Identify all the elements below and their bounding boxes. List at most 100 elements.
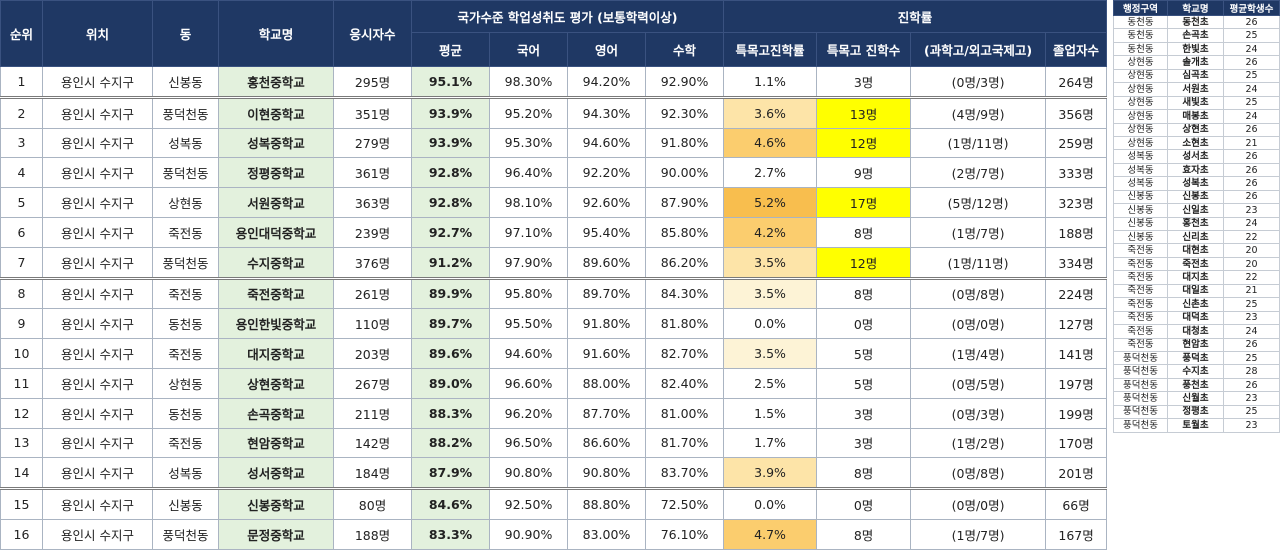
cell-special-count: 12명: [816, 246, 912, 279]
cell-rank: 16: [0, 518, 43, 550]
cell-average: 89.7%: [411, 308, 490, 340]
header-dong: 동: [152, 0, 219, 67]
list-item: 상현동 심곡초 25: [1113, 68, 1280, 84]
cell-graduates: 170명: [1045, 427, 1108, 459]
cell-special-count: 3명: [816, 397, 912, 429]
cell-special-rate: 4.7%: [723, 518, 818, 550]
cell-rank: 7: [0, 246, 43, 279]
side-cell-district: 풍덕천동: [1113, 418, 1168, 433]
cell-rank: 9: [0, 308, 43, 340]
side-cell-school: 새빛초: [1167, 95, 1224, 111]
cell-school: 이현중학교: [218, 95, 334, 129]
cell-korean: 96.20%: [489, 397, 568, 429]
list-item: 풍덕천동 풍천초 26: [1113, 377, 1280, 393]
cell-location: 용인시 수지구: [42, 457, 153, 490]
table-row: 2 용인시 수지구 풍덕천동 이현중학교 351명 93.9% 95.20% 94.30% 92…: [0, 95, 1108, 129]
cell-science-foreign: (1명/11명): [910, 246, 1047, 279]
cell-science-foreign: (2명/7명): [910, 157, 1047, 189]
cell-korean: 98.10%: [489, 187, 568, 218]
cell-english: 88.80%: [567, 487, 646, 520]
side-cell-district: 상현동: [1113, 55, 1168, 70]
table-row: 3 용인시 수지구 성복동 성복중학교 279명 93.9% 95.30% 94.60% 91.…: [0, 127, 1108, 159]
cell-examinees: 351명: [333, 95, 412, 129]
cell-science-foreign: (1명/7명): [910, 216, 1047, 248]
cell-graduates: 167명: [1045, 518, 1108, 550]
cell-english: 95.40%: [567, 216, 646, 248]
cell-dong: 동천동: [152, 308, 219, 340]
cell-school: 홍천중학교: [218, 66, 334, 98]
side-cell-school: 신월초: [1167, 391, 1224, 406]
cell-dong: 상현동: [152, 367, 219, 399]
side-cell-school: 대청초: [1167, 324, 1224, 339]
side-cell-district: 죽전동: [1113, 310, 1168, 326]
table-row: 6 용인시 수지구 죽전동 용인대덕중학교 239명 92.7% 97.10% 95.40% 8…: [0, 216, 1108, 248]
cell-special-rate: 4.2%: [723, 216, 818, 248]
side-cell-district: 풍덕천동: [1113, 404, 1168, 420]
cell-average: 93.9%: [411, 95, 490, 129]
cell-dong: 동천동: [152, 397, 219, 429]
cell-korean: 95.50%: [489, 308, 568, 340]
side-cell-school: 한빛초: [1167, 41, 1224, 57]
cell-dong: 죽전동: [152, 276, 219, 310]
cell-dong: 풍덕천동: [152, 518, 219, 550]
cell-dong: 죽전동: [152, 216, 219, 248]
side-cell-avg: 26: [1223, 162, 1280, 178]
header-special-count: 특목고 진학수: [816, 32, 912, 67]
list-item: 죽전동 대지초 22: [1113, 270, 1280, 285]
cell-special-count: 8명: [816, 457, 912, 490]
side-cell-avg: 24: [1223, 109, 1280, 124]
side-cell-school: 풍천초: [1167, 377, 1224, 393]
list-item: 신봉동 신리초 22: [1113, 229, 1280, 245]
table-row: 13 용인시 수지구 죽전동 현암중학교 142명 88.2% 96.50% 86.60% 81…: [0, 427, 1108, 459]
cell-dong: 풍덕천동: [152, 157, 219, 189]
side-cell-avg: 21: [1223, 283, 1280, 299]
cell-school: 성서중학교: [218, 457, 334, 490]
cell-science-foreign: (5명/12명): [910, 187, 1047, 218]
table-row: 7 용인시 수지구 풍덕천동 수지중학교 376명 91.2% 97.90% 89.60% 86…: [0, 246, 1108, 279]
cell-korean: 95.80%: [489, 276, 568, 310]
cell-special-rate: 0.0%: [723, 308, 818, 340]
header-graduates: 졸업자수: [1045, 32, 1108, 67]
cell-graduates: 259명: [1045, 127, 1108, 159]
cell-location: 용인시 수지구: [42, 127, 153, 159]
cell-special-count: 9명: [816, 157, 912, 189]
side-cell-district: 상현동: [1113, 122, 1168, 137]
side-cell-district: 상현동: [1113, 95, 1168, 111]
list-item: 죽전동 대청초 24: [1113, 324, 1280, 339]
side-cell-avg: 25: [1223, 95, 1280, 111]
side-cell-district: 동천동: [1113, 28, 1168, 43]
list-item: 죽전동 대덕초 23: [1113, 310, 1280, 326]
side-cell-district: 상현동: [1113, 68, 1168, 84]
cell-special-rate: 3.6%: [723, 95, 818, 129]
list-item: 죽전동 대일초 21: [1113, 283, 1280, 299]
cell-graduates: 323명: [1045, 187, 1108, 218]
cell-average: 93.9%: [411, 127, 490, 159]
cell-science-foreign: (0명/3명): [910, 397, 1047, 429]
cell-special-count: 12명: [816, 127, 912, 159]
cell-special-count: 5명: [816, 338, 912, 369]
cell-average: 92.8%: [411, 157, 490, 189]
cell-korean: 96.50%: [489, 427, 568, 459]
side-cell-avg: 26: [1223, 337, 1280, 352]
cell-korean: 94.60%: [489, 338, 568, 369]
list-item: 죽전동 신촌초 25: [1113, 297, 1280, 312]
header-math: 수학: [644, 32, 725, 67]
cell-science-foreign: (0명/3명): [910, 66, 1047, 98]
cell-special-count: 13명: [816, 95, 912, 129]
cell-examinees: 267명: [333, 367, 412, 399]
cell-location: 용인시 수지구: [42, 66, 153, 98]
cell-examinees: 203명: [333, 338, 412, 369]
side-cell-school: 대덕초: [1167, 310, 1224, 326]
side-header-district: 행정구역: [1113, 0, 1168, 16]
cell-science-foreign: (0명/5명): [910, 367, 1047, 399]
cell-school: 죽전중학교: [218, 276, 334, 310]
cell-special-rate: 0.0%: [723, 487, 818, 520]
cell-rank: 1: [0, 66, 43, 98]
header-special-rate: 특목고진학률: [723, 32, 818, 67]
cell-location: 용인시 수지구: [42, 187, 153, 218]
side-cell-school: 신봉초: [1167, 189, 1224, 205]
side-cell-district: 성복동: [1113, 176, 1168, 191]
cell-graduates: 356명: [1045, 95, 1108, 129]
table-row: 8 용인시 수지구 죽전동 죽전중학교 261명 89.9% 95.80% 89.70% 84.…: [0, 276, 1108, 310]
cell-location: 용인시 수지구: [42, 216, 153, 248]
